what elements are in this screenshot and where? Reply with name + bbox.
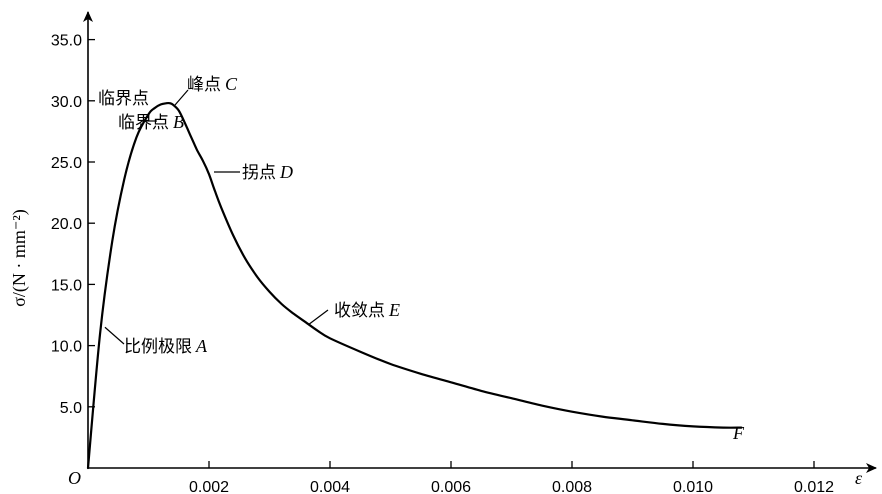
y-ticks: 5.0 10.0 15.0 20.0 25.0 30.0 35.0: [51, 33, 95, 417]
annotation-label: 峰点: [187, 75, 221, 94]
annotation-leader-e: [307, 309, 329, 326]
y-tick-label: 5.0: [60, 400, 82, 417]
annotation-label: 比例极限: [124, 337, 192, 356]
annotation-label: 临界点: [98, 89, 149, 108]
x-axis-label: ε: [855, 468, 863, 488]
annotation-leader-c: [174, 89, 189, 106]
y-axis-label: σ/(N · mm⁻²): [9, 209, 30, 307]
x-tick-label: 0.006: [431, 479, 471, 494]
annotation-leader-a: [104, 326, 125, 345]
annotation-point-letter: A: [195, 336, 208, 356]
y-tick-label: 25.0: [51, 155, 82, 172]
y-tick-label: 20.0: [51, 216, 82, 233]
x-ticks: 0.002 0.004 0.006 0.008 0.010 0.012: [189, 461, 834, 494]
y-tick-label: 30.0: [51, 94, 82, 111]
annotation-point-letter: D: [279, 162, 293, 182]
x-tick-label: 0.004: [310, 479, 350, 494]
x-tick-label: 0.002: [189, 479, 229, 494]
annotation-point-letter: F: [732, 423, 745, 443]
origin-label: O: [68, 468, 81, 488]
annotation-label: 拐点: [242, 163, 276, 182]
annotation-point-letter: B: [173, 112, 184, 132]
annotation-point-letter: C: [225, 74, 238, 94]
x-tick-label: 0.008: [552, 479, 592, 494]
annotation-label: 临界点: [118, 113, 169, 132]
annotation-label: 收敛点: [334, 301, 385, 320]
x-tick-label: 0.010: [673, 479, 713, 494]
stress-strain-curve: [86, 101, 743, 470]
y-tick-label: 10.0: [51, 339, 82, 356]
y-tick-label: 35.0: [51, 33, 82, 50]
annotation-point-letter: E: [388, 300, 400, 320]
y-tick-label: 15.0: [51, 277, 82, 294]
x-tick-label: 0.012: [794, 479, 834, 494]
